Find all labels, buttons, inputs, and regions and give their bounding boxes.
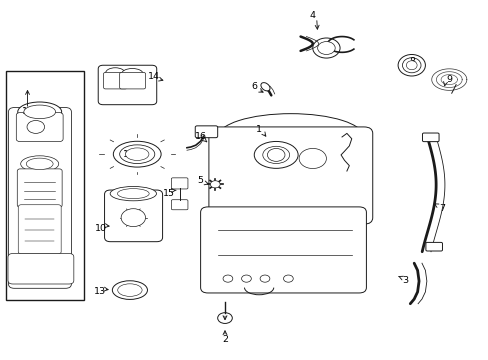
Ellipse shape xyxy=(254,141,298,168)
Ellipse shape xyxy=(26,158,53,170)
Circle shape xyxy=(210,181,220,188)
FancyBboxPatch shape xyxy=(195,126,217,138)
Ellipse shape xyxy=(406,61,416,70)
Ellipse shape xyxy=(120,145,155,163)
FancyBboxPatch shape xyxy=(104,190,162,242)
Text: 15: 15 xyxy=(163,189,175,198)
Circle shape xyxy=(283,275,293,282)
FancyBboxPatch shape xyxy=(5,71,83,300)
Text: 16: 16 xyxy=(194,132,206,141)
Ellipse shape xyxy=(24,105,56,119)
Ellipse shape xyxy=(261,83,269,91)
Text: 11: 11 xyxy=(21,107,34,116)
Text: 3: 3 xyxy=(402,276,407,285)
Ellipse shape xyxy=(262,146,289,163)
Ellipse shape xyxy=(117,189,149,199)
FancyBboxPatch shape xyxy=(8,108,71,288)
FancyBboxPatch shape xyxy=(200,207,366,293)
FancyBboxPatch shape xyxy=(103,72,127,89)
Circle shape xyxy=(217,313,232,323)
Ellipse shape xyxy=(397,54,425,76)
Text: 9: 9 xyxy=(446,75,451,84)
Text: 1: 1 xyxy=(256,125,262,134)
Ellipse shape xyxy=(121,68,143,80)
Text: 12: 12 xyxy=(122,150,134,159)
FancyBboxPatch shape xyxy=(422,133,438,141)
Text: 2: 2 xyxy=(222,335,227,344)
Ellipse shape xyxy=(112,281,147,300)
Circle shape xyxy=(312,38,339,58)
FancyBboxPatch shape xyxy=(425,242,442,251)
Text: 8: 8 xyxy=(409,57,415,66)
FancyBboxPatch shape xyxy=(120,72,145,89)
FancyBboxPatch shape xyxy=(8,253,74,284)
Text: 5: 5 xyxy=(197,176,203,185)
Text: 7: 7 xyxy=(438,204,444,213)
FancyBboxPatch shape xyxy=(16,113,63,141)
Circle shape xyxy=(121,209,145,226)
FancyBboxPatch shape xyxy=(17,169,62,207)
Circle shape xyxy=(27,121,44,134)
FancyBboxPatch shape xyxy=(171,200,187,210)
FancyBboxPatch shape xyxy=(171,178,187,189)
Ellipse shape xyxy=(18,102,61,122)
Circle shape xyxy=(223,275,232,282)
Text: 14: 14 xyxy=(148,72,160,81)
Ellipse shape xyxy=(125,148,149,161)
Circle shape xyxy=(267,148,285,161)
Ellipse shape xyxy=(118,284,142,296)
Ellipse shape xyxy=(20,156,59,172)
Ellipse shape xyxy=(110,186,156,201)
FancyBboxPatch shape xyxy=(208,127,372,224)
FancyBboxPatch shape xyxy=(18,205,61,254)
Ellipse shape xyxy=(113,141,161,167)
Text: 10: 10 xyxy=(95,224,106,233)
Circle shape xyxy=(317,41,334,54)
Circle shape xyxy=(241,275,251,282)
Ellipse shape xyxy=(105,68,125,78)
Text: 6: 6 xyxy=(251,82,257,91)
Ellipse shape xyxy=(402,58,420,73)
FancyBboxPatch shape xyxy=(98,65,157,105)
Text: 4: 4 xyxy=(309,10,315,19)
Circle shape xyxy=(260,275,269,282)
Circle shape xyxy=(299,148,326,168)
Ellipse shape xyxy=(217,114,363,160)
Text: 13: 13 xyxy=(93,287,105,296)
